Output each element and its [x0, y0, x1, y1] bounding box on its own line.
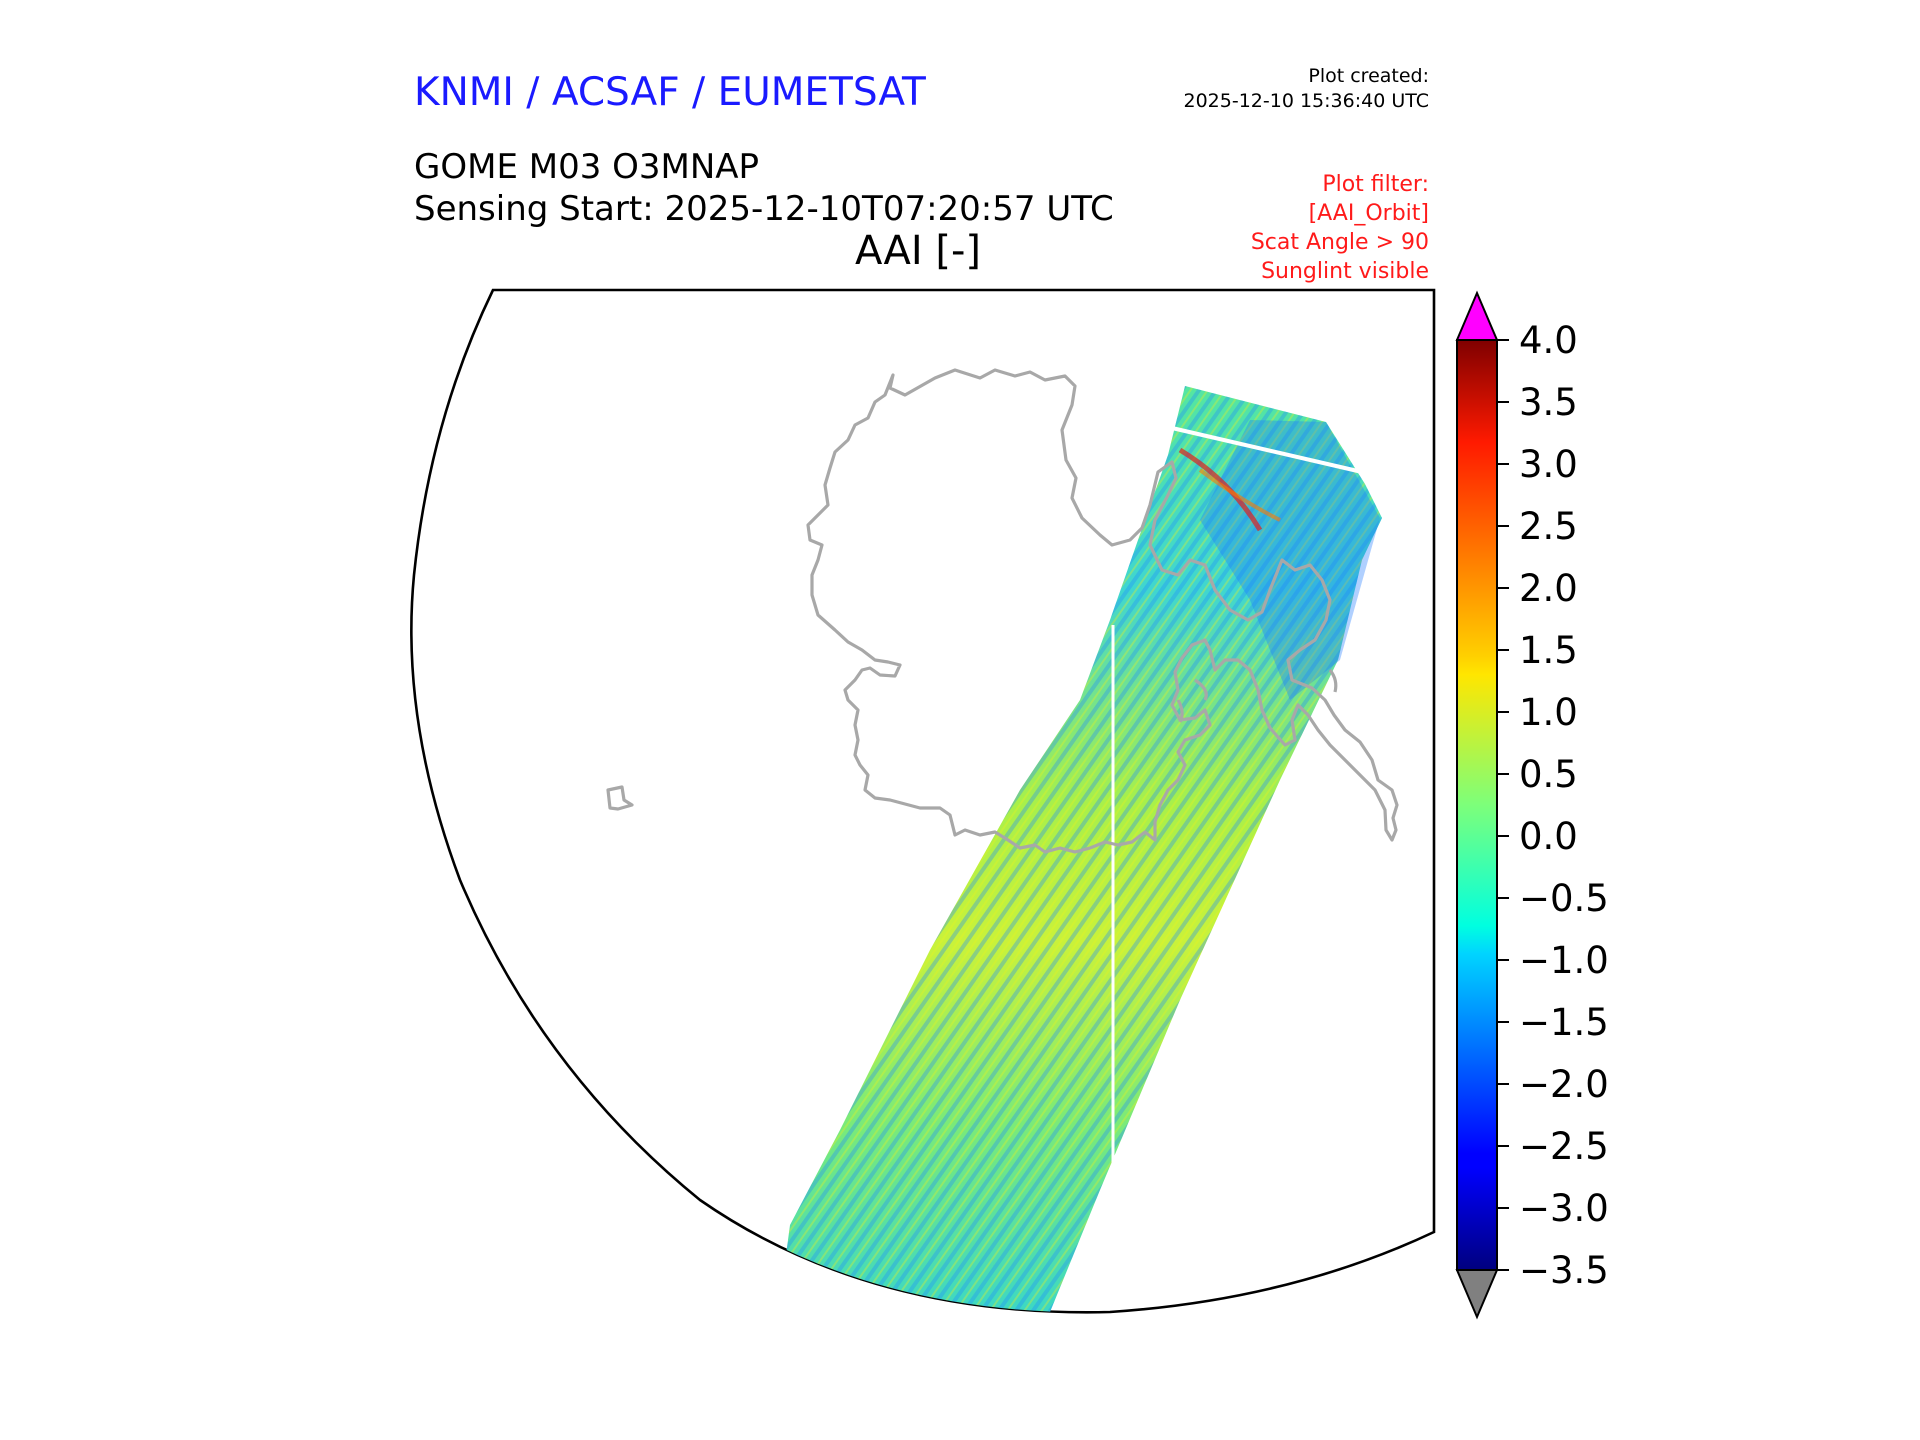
colorbar-tick-label: 2.5 — [1519, 505, 1578, 548]
colorbar-tick-label: −1.0 — [1519, 939, 1609, 982]
filter-line: [AAI_Orbit] — [1308, 201, 1429, 226]
agency-title: KNMI / ACSAF / EUMETSAT — [414, 70, 926, 115]
colorbar-ticks: 4.0 3.5 3.0 2.5 2.0 1.5 1.0 0.5 0.0 −0.5 −1.0 −1.5 −… — [1497, 319, 1609, 1292]
created-label: Plot created: — [1308, 65, 1429, 87]
colorbar-tick-label: −2.0 — [1519, 1063, 1609, 1106]
colorbar-tick-label: 1.5 — [1519, 629, 1578, 672]
filter-line: Plot filter: — [1322, 172, 1429, 197]
plot-filter: Plot filter: [AAI_Orbit] Scat Angle > 90… — [1251, 170, 1429, 286]
colorbar-tick-label: −3.0 — [1519, 1187, 1609, 1230]
colorbar-tick-label: −0.5 — [1519, 877, 1609, 920]
colorbar-tick-label: 3.0 — [1519, 443, 1578, 486]
colorbar-tick-label: 0.5 — [1519, 753, 1578, 796]
sensing-start: Sensing Start: 2025-12-10T07:20:57 UTC — [414, 189, 1114, 229]
colorbar-tick-label: 3.5 — [1519, 381, 1578, 424]
colorbar-gradient — [1456, 339, 1498, 1271]
colorbar-tick-label: −1.5 — [1519, 1001, 1609, 1044]
colorbar-tick-label: 2.0 — [1519, 567, 1578, 610]
colorbar-under-arrow — [1455, 1269, 1499, 1320]
colorbar-tick-label: 1.0 — [1519, 691, 1578, 734]
colorbar-tick-label: 4.0 — [1519, 319, 1578, 362]
quantity-title: AAI [-] — [855, 228, 981, 274]
colorbar-tick-label: −3.5 — [1519, 1249, 1609, 1292]
product-info: GOME M03 O3MNAP Sensing Start: 2025-12-1… — [414, 146, 1114, 230]
product-name: GOME M03 O3MNAP — [414, 147, 760, 187]
colorbar-tick-label: −2.5 — [1519, 1125, 1609, 1168]
filter-line: Sunglint visible — [1261, 259, 1429, 284]
filter-line: Scat Angle > 90 — [1250, 230, 1429, 255]
colorbar-over-arrow — [1455, 290, 1499, 341]
colorbar-tick-label: 0.0 — [1519, 815, 1578, 858]
plot-created: Plot created: 2025-12-10 15:36:40 UTC — [1184, 64, 1430, 114]
colorbar: 4.0 3.5 3.0 2.5 2.0 1.5 1.0 0.5 0.0 −0.5 −1.0 −1.5 −… — [1455, 290, 1609, 1320]
created-time: 2025-12-10 15:36:40 UTC — [1183, 90, 1430, 112]
coastline — [606, 368, 1399, 854]
